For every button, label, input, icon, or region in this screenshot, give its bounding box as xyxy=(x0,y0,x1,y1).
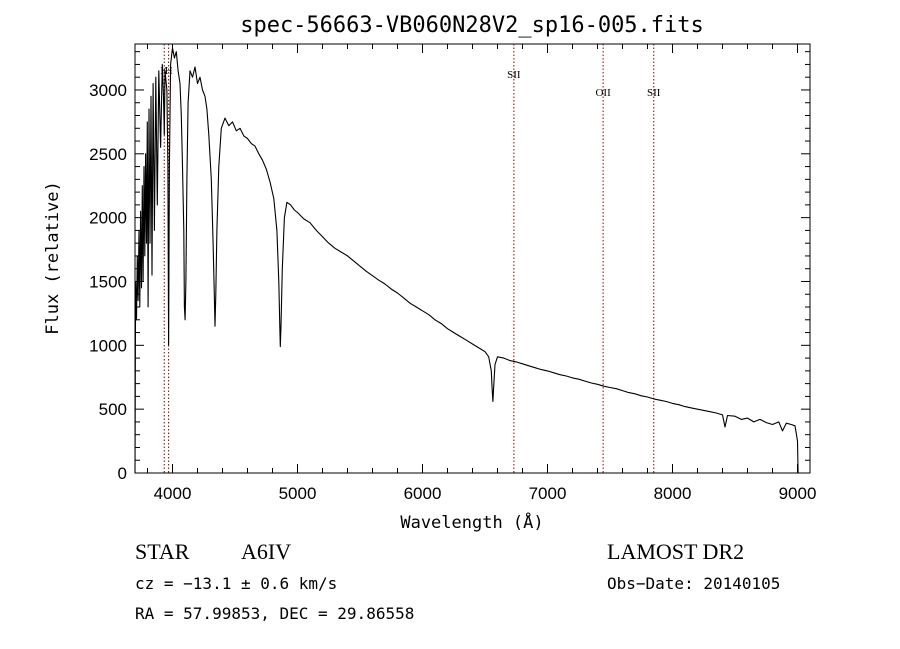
object-type: STAR xyxy=(135,539,190,564)
survey-name: LAMOST DR2 xyxy=(607,539,744,564)
spectrum-line xyxy=(134,47,799,474)
spectral-line-label: OII xyxy=(595,87,611,99)
plot-frame xyxy=(134,43,811,474)
x-tick-label: 8000 xyxy=(654,484,692,503)
x-axis-ticks: 4000 5000 6000 7000 8000 9000 xyxy=(147,44,817,503)
spectral-line-label: SII xyxy=(647,87,661,99)
spectral-line-label: H xyxy=(165,65,173,77)
y-axis-label: Flux (relative) xyxy=(43,181,63,335)
x-tick-label: 9000 xyxy=(779,484,817,503)
redshift-velocity: cz = −13.1 ± 0.6 km/s xyxy=(135,574,337,593)
y-tick-label: 500 xyxy=(99,400,127,419)
x-tick-label: 5000 xyxy=(279,484,317,503)
y-tick-label: 1000 xyxy=(89,336,127,355)
spectral-line-label: K xyxy=(160,65,168,77)
y-tick-label: 2000 xyxy=(89,209,127,228)
y-tick-label: 2500 xyxy=(89,145,127,164)
spectral-line-markers: KH SII OII SII xyxy=(160,44,661,473)
x-axis-label: Wavelength (Å) xyxy=(400,511,543,533)
y-tick-label: 3000 xyxy=(89,81,127,100)
y-tick-label: 1500 xyxy=(89,272,127,291)
spectral-line-label: SII xyxy=(507,69,521,81)
coordinates: RA = 57.99853, DEC = 29.86558 xyxy=(135,604,414,623)
x-tick-label: 6000 xyxy=(404,484,442,503)
x-tick-label: 7000 xyxy=(529,484,567,503)
observation-date: Obs−Date: 20140105 xyxy=(607,574,780,593)
y-tick-label: 0 xyxy=(118,464,127,483)
chart-title: spec-56663-VB060N28V2_sp16-005.fits xyxy=(240,13,704,38)
subclass: A6IV xyxy=(241,539,291,564)
y-axis-ticks: 0 500 1000 1500 2000 2500 3000 xyxy=(89,51,810,483)
x-tick-label: 4000 xyxy=(154,484,192,503)
